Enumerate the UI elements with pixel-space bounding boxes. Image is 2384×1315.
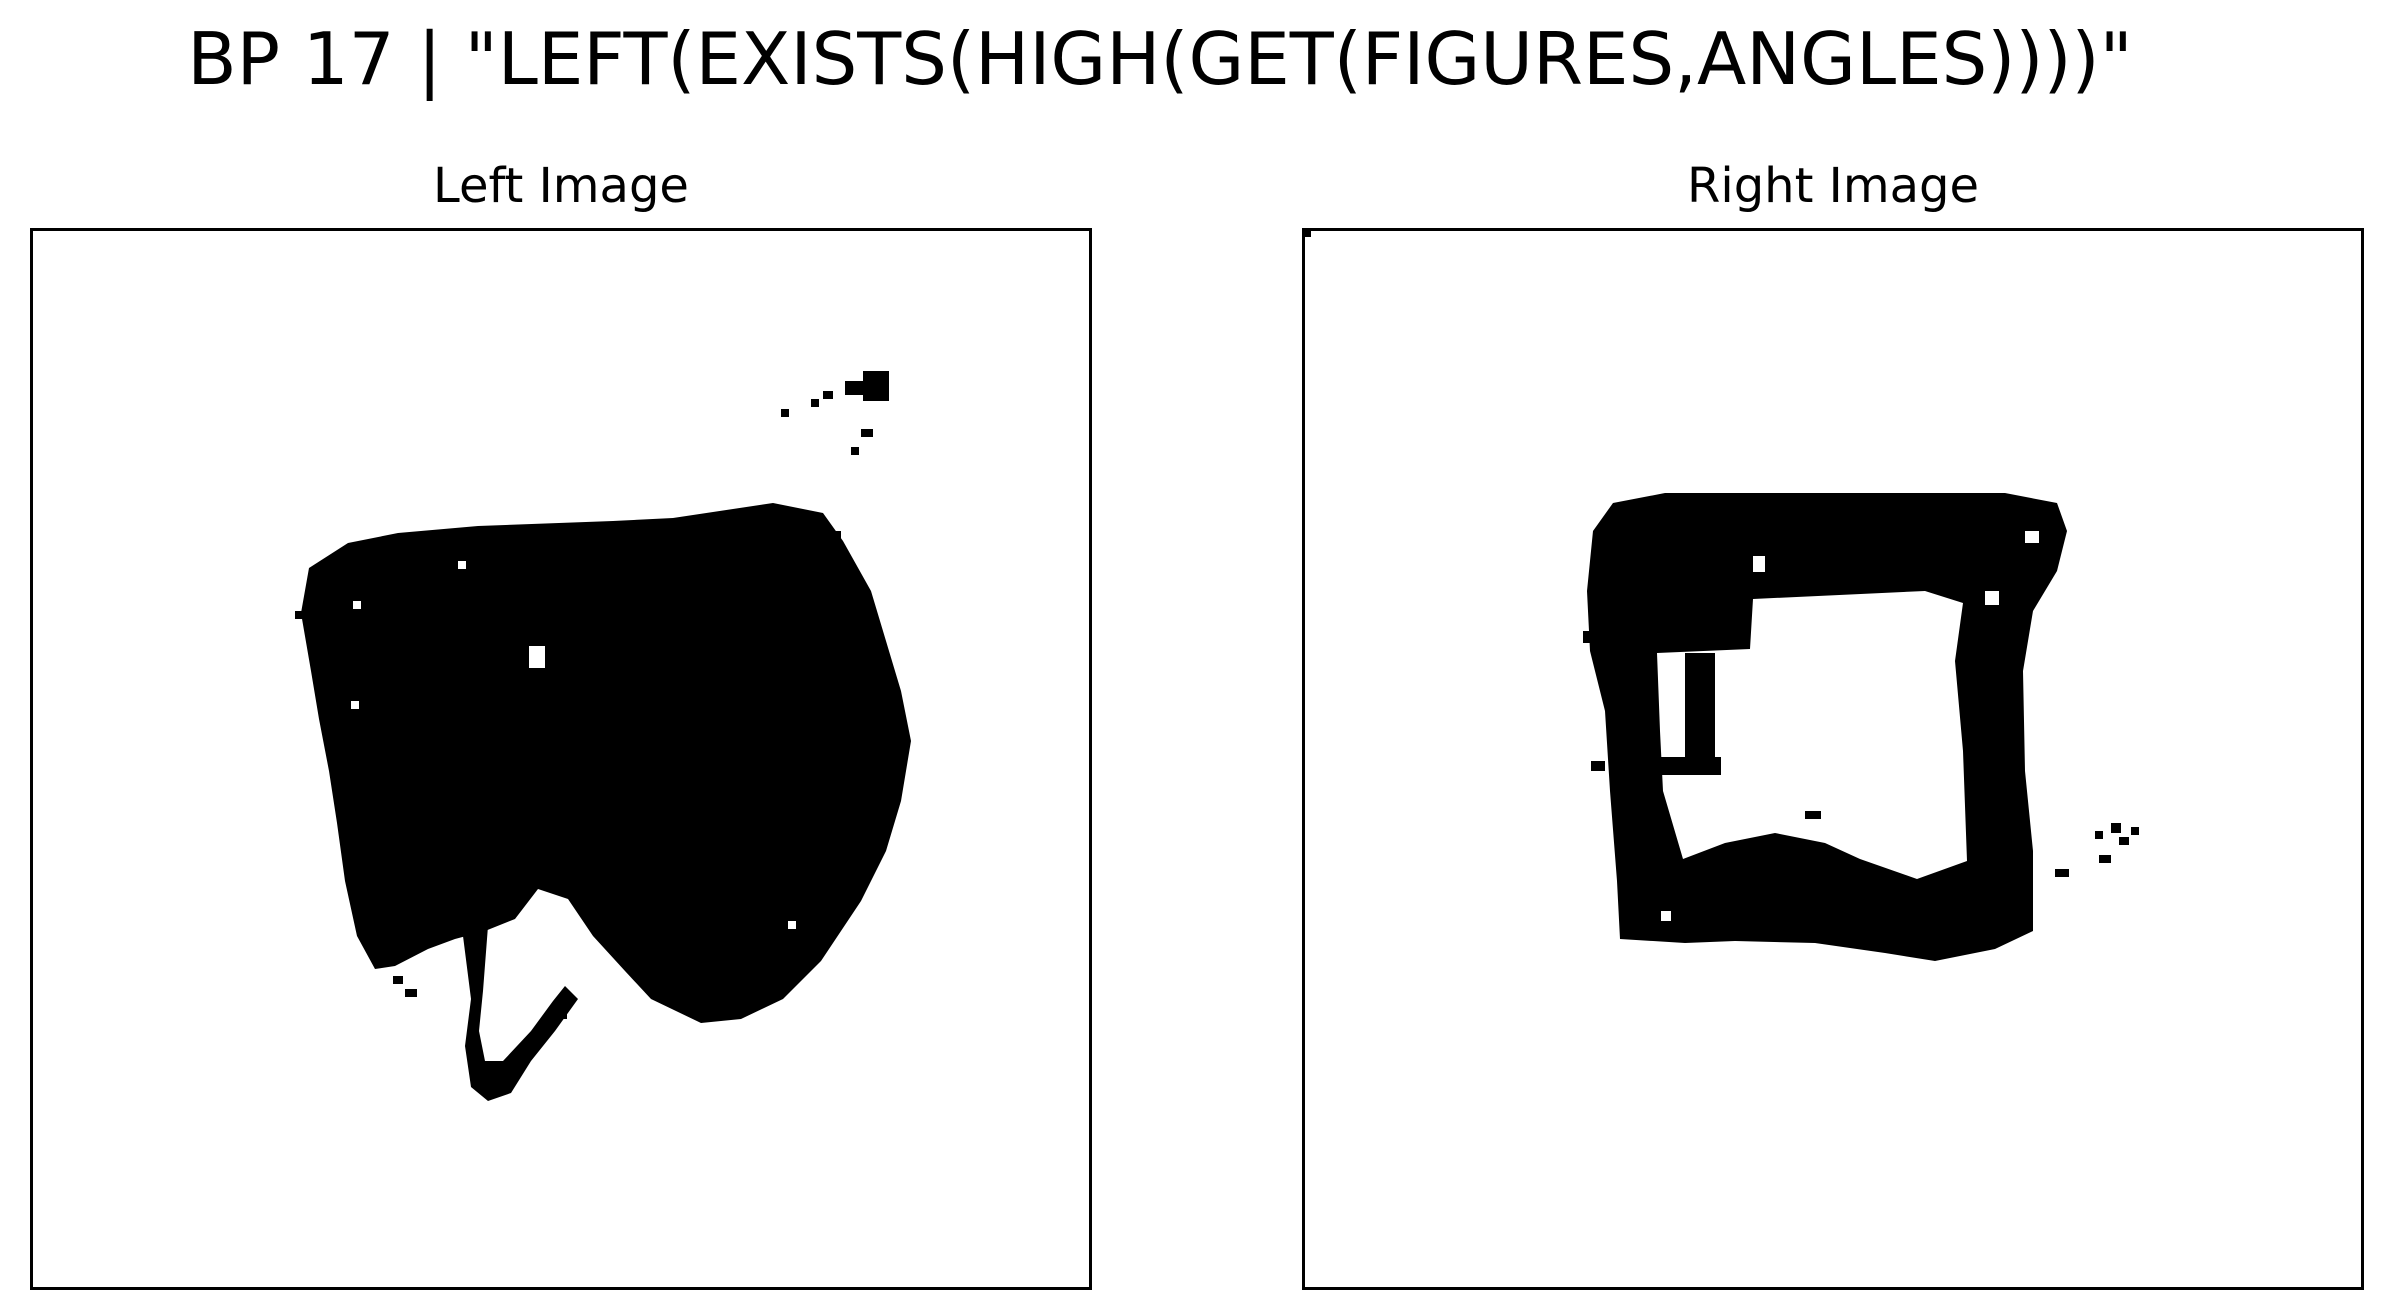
right-hole — [1661, 911, 1671, 921]
right-hole — [2025, 531, 2039, 543]
left-speck — [831, 531, 841, 541]
right-inner-bar-foot — [1661, 757, 1721, 775]
right-speck — [2119, 837, 2129, 845]
right-speck — [2055, 869, 2069, 877]
left-hole — [353, 601, 361, 609]
right-image-panel — [1302, 228, 2364, 1290]
left-hole — [458, 561, 466, 569]
left-speck — [823, 391, 833, 399]
right-speck — [1805, 811, 1821, 819]
left-image-panel — [30, 228, 1092, 1290]
left-hole — [788, 921, 796, 929]
left-speck — [811, 399, 819, 407]
left-speck — [393, 976, 403, 984]
right-speck — [2095, 831, 2103, 839]
right-hollow-square — [1587, 493, 2067, 961]
left-speck — [851, 447, 859, 455]
left-speck — [295, 611, 305, 619]
left-speck — [861, 429, 873, 437]
right-corner-mark — [1305, 231, 1311, 237]
left-panel-title: Left Image — [433, 158, 689, 214]
left-speck — [331, 706, 341, 716]
left-main-blob — [301, 503, 911, 1023]
left-speck — [405, 989, 417, 997]
left-blob-figure — [295, 371, 911, 1101]
left-speck — [863, 371, 889, 401]
right-speck — [2099, 855, 2111, 863]
left-speck — [845, 381, 865, 395]
right-panel-title: Right Image — [1687, 158, 1979, 214]
left-speck — [553, 1011, 567, 1019]
left-speck — [781, 409, 789, 417]
left-hole — [529, 646, 545, 668]
right-frame-figure — [1305, 231, 2139, 961]
right-speck — [1591, 761, 1605, 771]
right-hole — [1985, 591, 1999, 605]
right-inner-bar — [1685, 653, 1715, 768]
right-hole — [1753, 556, 1765, 572]
figure-title: BP 17 | "LEFT(EXISTS(HIGH(GET(FIGURES,AN… — [187, 17, 2133, 101]
right-speck — [1583, 631, 1591, 643]
right-speck — [2111, 823, 2121, 833]
left-speck — [803, 531, 813, 541]
right-speck — [2131, 827, 2139, 835]
left-hole — [351, 701, 359, 709]
